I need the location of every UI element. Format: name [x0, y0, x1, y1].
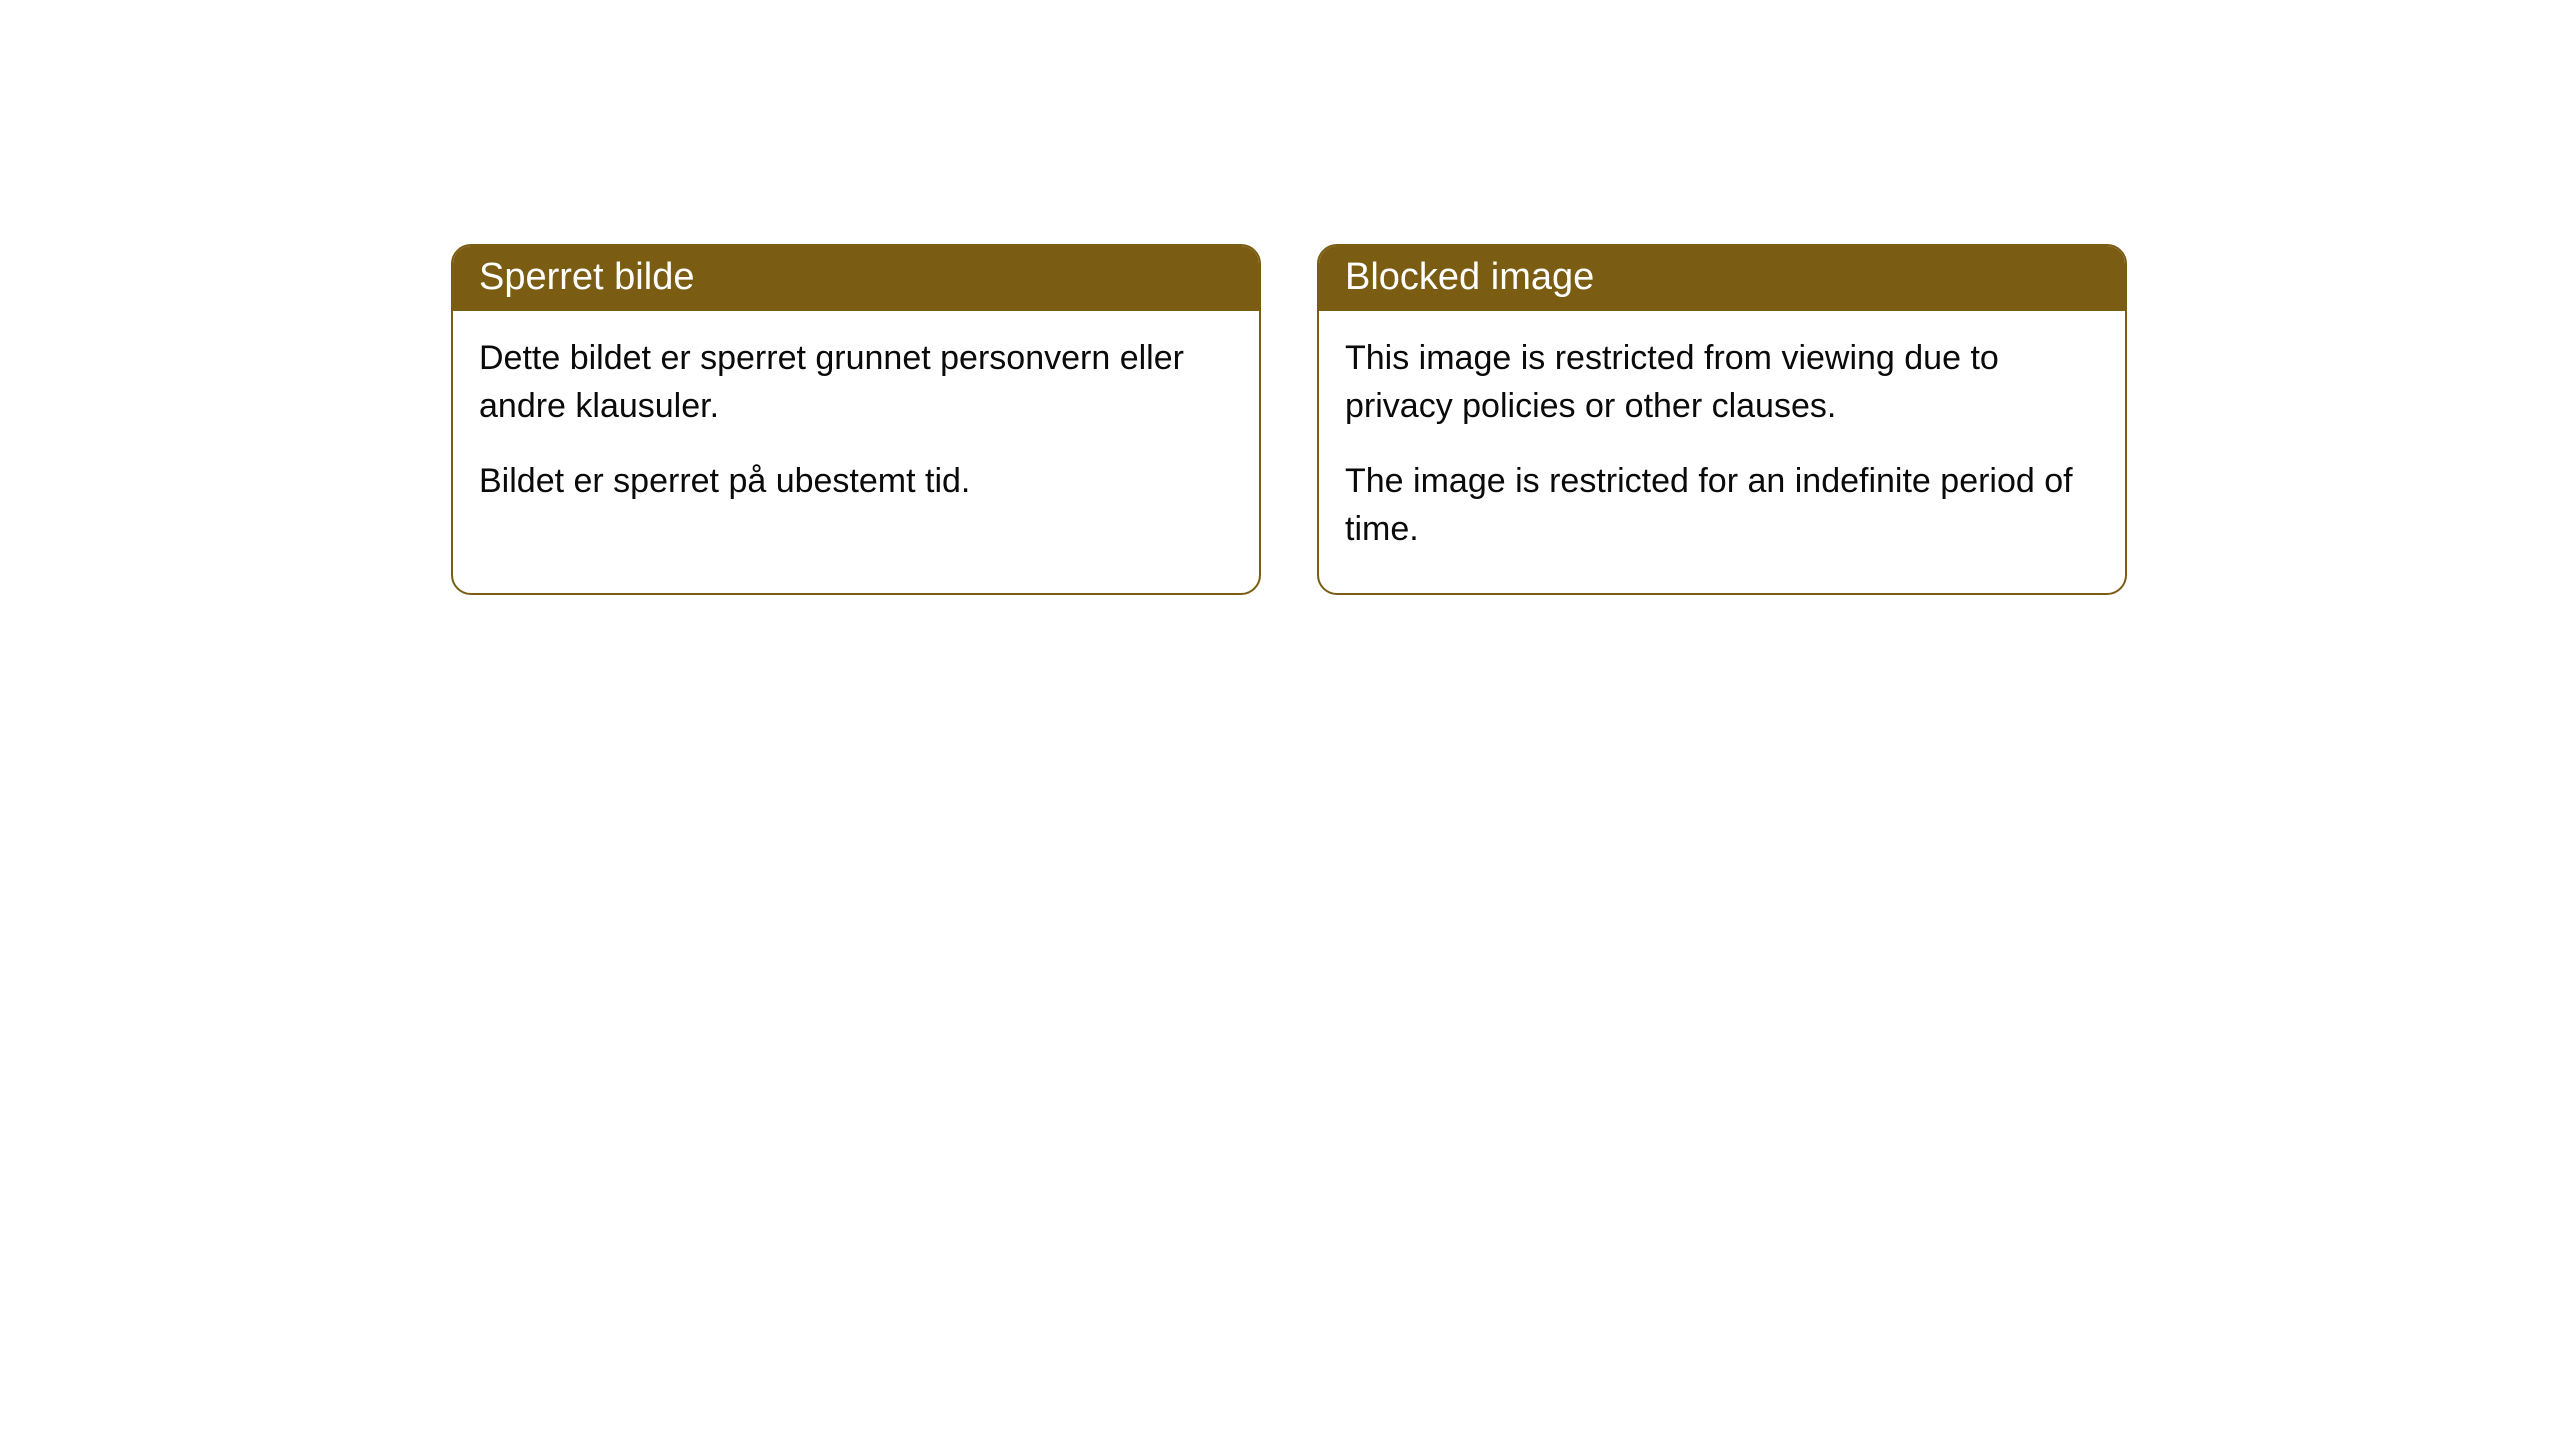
card-header: Blocked image [1319, 246, 2125, 311]
card-body: This image is restricted from viewing du… [1319, 311, 2125, 593]
card-body: Dette bildet er sperret grunnet personve… [453, 311, 1259, 546]
card-paragraph: Bildet er sperret på ubestemt tid. [479, 458, 1233, 506]
card-paragraph: The image is restricted for an indefinit… [1345, 458, 2099, 553]
card-paragraph: This image is restricted from viewing du… [1345, 335, 2099, 430]
card-title: Blocked image [1345, 256, 1594, 298]
cards-container: Sperret bilde Dette bildet er sperret gr… [0, 0, 2560, 595]
card-paragraph: Dette bildet er sperret grunnet personve… [479, 335, 1233, 430]
card-header: Sperret bilde [453, 246, 1259, 311]
notice-card-english: Blocked image This image is restricted f… [1317, 244, 2127, 595]
card-title: Sperret bilde [479, 256, 694, 298]
notice-card-norwegian: Sperret bilde Dette bildet er sperret gr… [451, 244, 1261, 595]
